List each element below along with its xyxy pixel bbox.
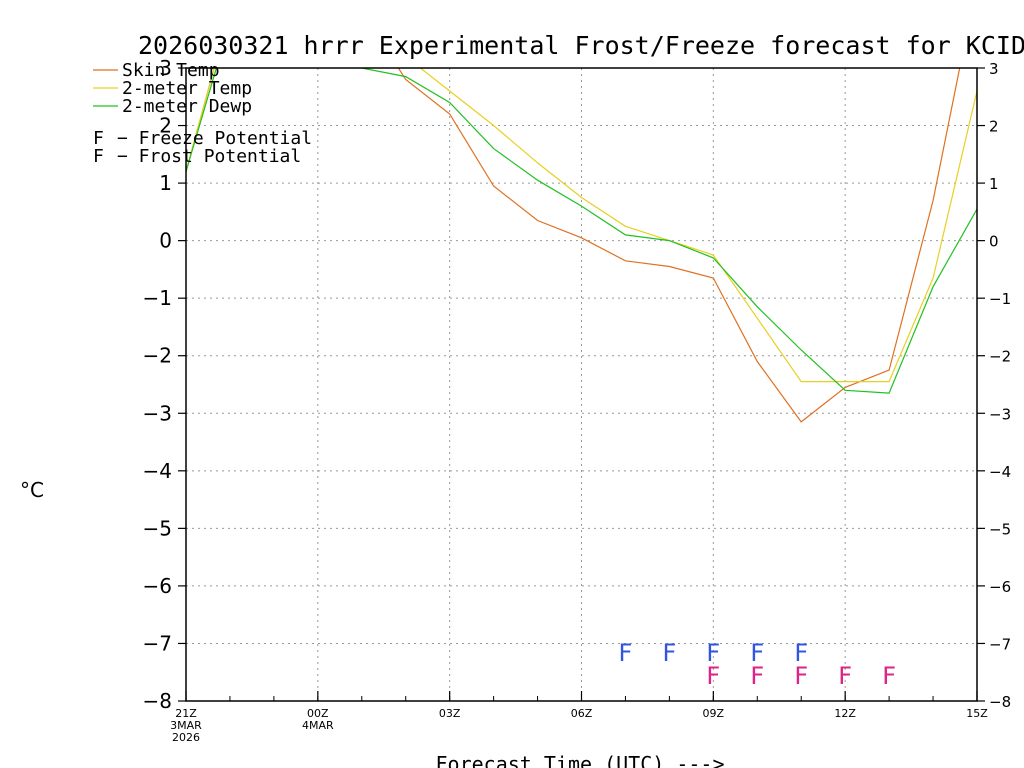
y-tick-label: −5 xyxy=(143,516,172,540)
y-tick-label-right: −6 xyxy=(989,578,1011,596)
freeze-marker: F xyxy=(750,662,764,690)
series-lines xyxy=(186,68,977,423)
grid-lines xyxy=(186,68,977,701)
y-tick-label-right: −5 xyxy=(989,520,1011,538)
series-line-2-meter-temp xyxy=(186,68,977,383)
x-tick-label: 09Z xyxy=(703,707,725,720)
x-tick-label: 15Z xyxy=(966,707,988,720)
freeze-marker: F xyxy=(838,662,852,690)
y-tick-label-right: −4 xyxy=(989,463,1011,481)
y-tick-label: 2 xyxy=(159,114,172,138)
y-tick-label: −8 xyxy=(143,689,172,713)
y-tick-label: −1 xyxy=(143,286,172,310)
x-tick-label: 06Z xyxy=(571,707,593,720)
freeze-marker: F xyxy=(706,662,720,690)
series-line-skin-temp xyxy=(186,68,961,423)
freeze-marker: F xyxy=(794,662,808,690)
y-ticks-left: 3 2 1 0 −1 −2 −3 −4 −5 −6 −7 −8 xyxy=(143,56,186,713)
y-tick-label: −2 xyxy=(143,344,172,368)
y-tick-label: 0 xyxy=(159,229,172,253)
frost-marker: F xyxy=(619,639,633,667)
y-tick-label-right: 0 xyxy=(989,233,999,251)
x-tick-label: 2026 xyxy=(172,731,200,744)
y-tick-label: 3 xyxy=(159,56,172,80)
frost-marker: F xyxy=(794,639,808,667)
legend-marker-symbol: F xyxy=(93,146,104,167)
y-tick-label: −4 xyxy=(143,459,172,483)
frost-marker: F xyxy=(750,639,764,667)
y-tick-label-right: 1 xyxy=(989,175,999,193)
y-tick-label: −6 xyxy=(143,574,172,598)
legend-marker-label: − Freeze Potential xyxy=(117,128,312,149)
legend-label: Skin Temp xyxy=(122,60,220,81)
y-tick-label-right: −2 xyxy=(989,348,1011,366)
y-tick-label: 1 xyxy=(159,171,172,195)
legend-marker-symbol: F xyxy=(93,128,104,149)
legend-label: 2-meter Temp xyxy=(122,78,252,99)
freeze-marker: F xyxy=(882,662,896,690)
x-tick-label: 00Z xyxy=(307,707,329,720)
frost-marker: F xyxy=(662,639,676,667)
y-tick-label-right: −7 xyxy=(989,635,1011,653)
y-ticks-right: 3 2 1 0 −1 −2 −3 −4 −5 −6 −7 −8 xyxy=(977,60,1011,711)
y-tick-label: −7 xyxy=(143,631,172,655)
y-tick-label-right: −1 xyxy=(989,290,1011,308)
legend-marker-label: − Frost Potential xyxy=(117,146,301,167)
chart-title: 2026030321 hrrr Experimental Frost/Freez… xyxy=(138,31,1024,60)
x-axis-label: Forecast Time (UTC) ---> xyxy=(436,752,725,768)
x-tick-label: 3MAR xyxy=(170,719,202,732)
y-tick-label-right: −3 xyxy=(989,405,1011,423)
x-tick-label: 21Z xyxy=(175,707,197,720)
y-tick-label-right: 3 xyxy=(989,60,999,78)
potential-markers: F F F F FF F F F F xyxy=(619,639,896,690)
x-tick-label: 4MAR xyxy=(302,719,334,732)
legend-label: 2-meter Dewp xyxy=(122,96,252,117)
frost-marker: F xyxy=(706,639,720,667)
y-axis-label: °C xyxy=(20,478,44,502)
y-tick-label-right: 2 xyxy=(989,118,999,136)
y-tick-label: −3 xyxy=(143,401,172,425)
x-tick-label: 12Z xyxy=(834,707,856,720)
plot-frame xyxy=(185,67,978,702)
x-tick-label: 03Z xyxy=(439,707,461,720)
series-line-2-meter-dewp xyxy=(186,68,977,394)
y-tick-label-right: −8 xyxy=(989,693,1011,711)
